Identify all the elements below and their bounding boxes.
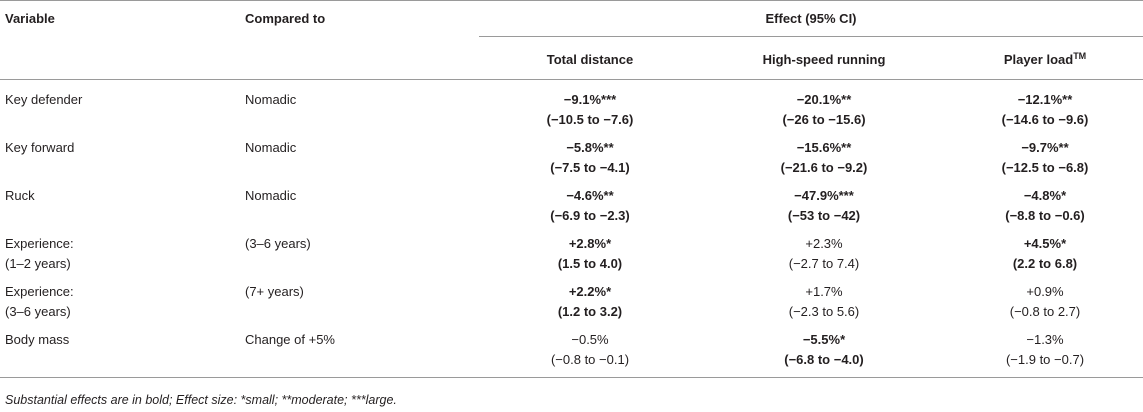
row-compared-to: Nomadic: [245, 188, 297, 203]
row-compared-to: Nomadic: [245, 140, 297, 155]
high-speed-running-ci: (−6.8 to −4.0): [784, 352, 864, 367]
header-variable: Variable: [5, 11, 55, 26]
player-load-ci: (−8.8 to −0.6): [1005, 208, 1085, 223]
high-speed-running-ci: (−26 to −15.6): [782, 112, 866, 127]
row-variable: (1–2 years): [5, 256, 71, 271]
total-distance-ci: (−6.9 to −2.3): [550, 208, 630, 223]
high-speed-running-effect: −20.1%**: [796, 92, 852, 107]
total-distance-ci: (−0.8 to −0.1): [550, 352, 630, 367]
player-load-ci: (−14.6 to −9.6): [1001, 112, 1089, 127]
table-footnote: Substantial effects are in bold; Effect …: [5, 393, 397, 407]
high-speed-running-effect: −15.6%**: [796, 140, 852, 155]
header-high-speed-running: High-speed running: [762, 52, 886, 67]
high-speed-running-effect: +2.3%: [805, 236, 843, 251]
total-distance-effect: −5.8%**: [566, 140, 614, 155]
player-load-ci: (−1.9 to −0.7): [1005, 352, 1085, 367]
total-distance-effect: −4.6%**: [566, 188, 614, 203]
high-speed-running-effect: −5.5%*: [802, 332, 846, 347]
total-distance-ci: (−10.5 to −7.6): [546, 112, 634, 127]
player-load-effect: −4.8%*: [1023, 188, 1067, 203]
total-distance-ci: (1.5 to 4.0): [557, 256, 623, 271]
header-total-distance: Total distance: [546, 52, 634, 67]
row-compared-to: Nomadic: [245, 92, 297, 107]
player-load-label: Player load: [1003, 52, 1074, 67]
total-distance-effect: +2.2%*: [568, 284, 612, 299]
player-load-effect: +0.9%: [1026, 284, 1064, 299]
high-speed-running-effect: +1.7%: [805, 284, 843, 299]
high-speed-running-ci: (−53 to −42): [787, 208, 861, 223]
total-distance-ci: (1.2 to 3.2): [557, 304, 623, 319]
row-variable: Key forward: [5, 140, 75, 155]
high-speed-running-ci: (−21.6 to −9.2): [780, 160, 868, 175]
row-variable: Experience:: [5, 236, 74, 251]
player-load-ci: (−0.8 to 2.7): [1009, 304, 1081, 319]
row-compared-to: (3–6 years): [245, 236, 311, 251]
header-compared-to: Compared to: [245, 11, 326, 26]
table-bottom-rule: [0, 377, 1143, 378]
total-distance-effect: −0.5%: [571, 332, 609, 347]
row-variable: Experience:: [5, 284, 74, 299]
table-top-rule: [0, 0, 1143, 1]
row-variable: (3–6 years): [5, 304, 71, 319]
player-load-effect: −1.3%: [1026, 332, 1064, 347]
total-distance-effect: +2.8%*: [568, 236, 612, 251]
player-load-effect: −9.7%**: [1021, 140, 1069, 155]
player-load-ci: (−12.5 to −6.8): [1001, 160, 1089, 175]
row-variable: Key defender: [5, 92, 83, 107]
high-speed-running-ci: (−2.3 to 5.6): [788, 304, 860, 319]
row-variable: Ruck: [5, 188, 35, 203]
row-compared-to: (7+ years): [245, 284, 304, 299]
row-variable: Body mass: [5, 332, 70, 347]
trademark-superscript: TM: [1073, 51, 1087, 61]
header-bottom-rule: [0, 79, 1143, 80]
row-compared-to: Change of +5%: [245, 332, 335, 347]
total-distance-effect: −9.1%***: [563, 92, 617, 107]
header-effect: Effect (95% CI): [765, 11, 857, 26]
player-load-effect: −12.1%**: [1017, 92, 1073, 107]
total-distance-ci: (−7.5 to −4.1): [550, 160, 630, 175]
player-load-ci: (2.2 to 6.8): [1012, 256, 1078, 271]
player-load-effect: +4.5%*: [1023, 236, 1067, 251]
high-speed-running-ci: (−2.7 to 7.4): [788, 256, 860, 271]
header-mid-rule: [479, 36, 1143, 37]
header-player-load: Player loadTM: [947, 52, 1143, 68]
high-speed-running-effect: −47.9%***: [794, 188, 854, 203]
